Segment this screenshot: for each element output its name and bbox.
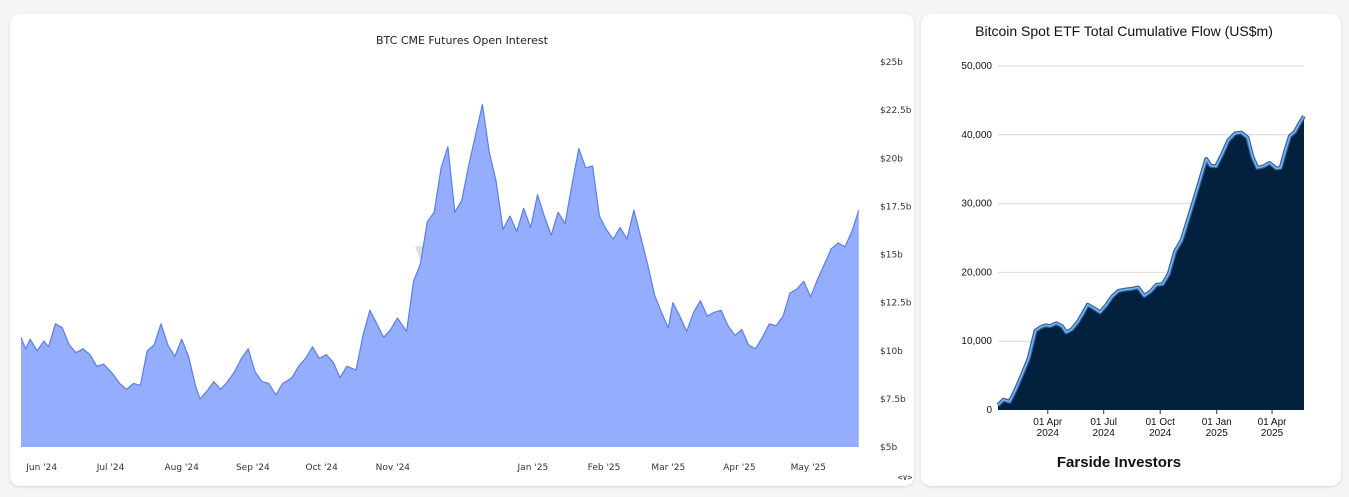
x-tick-label-8: Mar '25 <box>651 463 685 473</box>
series-area <box>21 104 859 448</box>
y-tick-label-6: $10b <box>880 347 903 357</box>
oi-chart-card: BTC CME Futures Open Interest velo $25b$… <box>10 14 914 486</box>
axis-toggle-button[interactable]: <∨> <box>898 473 913 482</box>
oi-chart-title: BTC CME Futures Open Interest <box>376 34 549 47</box>
etf-series <box>996 115 1306 410</box>
y-tick-label-0: 50,000 <box>961 61 992 72</box>
x-tick-label-6: Jan '25 <box>517 463 549 473</box>
oi-x-axis: Jun '24 Jul '24 Aug '24 Sep '24 Oct '24 Nov '… <box>25 463 826 473</box>
series-area <box>998 116 1304 410</box>
x-tick-label-1: 01 Jul 2024 <box>1090 417 1117 439</box>
y-tick-label-0: $25b <box>880 58 903 68</box>
x-tick-label-9: Apr '25 <box>723 463 755 473</box>
y-tick-label-3: $17.5b <box>880 202 912 212</box>
y-tick-label-1: 40,000 <box>961 130 992 141</box>
etf-x-axis: 01 Apr 2024 01 Jul 2024 01 Oct 2024 01 Jan 2025… <box>1033 410 1287 439</box>
etf-chart-card: Bitcoin Spot ETF Total Cumulative Flow (… <box>921 14 1341 486</box>
series-line <box>997 115 1305 406</box>
oi-series <box>20 103 860 448</box>
y-tick-label-5: 0 <box>986 405 992 416</box>
x-tick-label-0: Jun '24 <box>25 463 57 473</box>
y-tick-label-2: 30,000 <box>961 199 992 210</box>
y-tick-label-4: $15b <box>880 251 903 261</box>
y-tick-label-2: $20b <box>880 154 903 164</box>
x-tick-label-2: Aug '24 <box>164 463 199 473</box>
oi-y-axis: $25b $22.5b $20b $17.5b $15b $12.5b $10b $7.5b $… <box>880 58 912 453</box>
x-tick-label-4: 01 Apr 2025 <box>1258 417 1288 439</box>
x-tick-label-7: Feb '25 <box>588 463 621 473</box>
y-tick-label-8: $5b <box>880 443 897 453</box>
x-tick-label-3: 01 Jan 2025 <box>1202 417 1232 439</box>
x-tick-label-5: Nov '24 <box>376 463 411 473</box>
x-tick-label-3: Sep '24 <box>236 463 270 473</box>
etf-chart-title: Bitcoin Spot ETF Total Cumulative Flow (… <box>975 23 1273 39</box>
x-tick-label-10: May '25 <box>791 463 826 473</box>
etf-chart: Bitcoin Spot ETF Total Cumulative Flow (… <box>961 23 1306 471</box>
x-tick-label-1: Jul '24 <box>96 463 125 473</box>
x-tick-label-0: 01 Apr 2024 <box>1033 417 1063 439</box>
y-tick-label-7: $7.5b <box>880 395 906 405</box>
y-tick-label-5: $12.5b <box>880 299 912 309</box>
x-tick-label-2: 01 Oct 2024 <box>1145 417 1175 439</box>
oi-chart: BTC CME Futures Open Interest velo $25b$… <box>20 34 913 482</box>
series-line <box>20 103 860 400</box>
source-label: Farside Investors <box>1057 454 1181 471</box>
y-tick-label-3: 20,000 <box>961 267 992 278</box>
etf-y-axis: 50,000 40,000 30,000 20,000 10,000 0 <box>961 61 992 416</box>
y-tick-label-4: 10,000 <box>961 336 992 347</box>
y-tick-label-1: $22.5b <box>880 106 912 116</box>
x-tick-label-4: Oct '24 <box>306 463 339 473</box>
